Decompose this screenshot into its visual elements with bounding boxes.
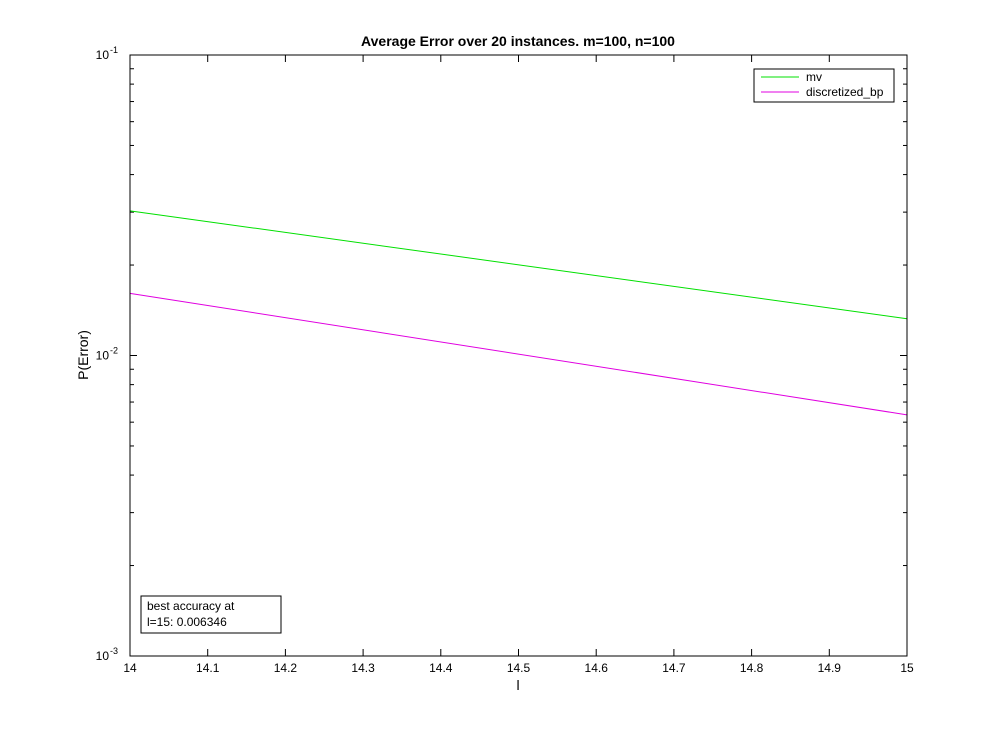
x-tick-label: 14.2 (274, 661, 298, 675)
legend: mv discretized_bp (753, 68, 895, 103)
y-axis-label: P(Error) (75, 330, 91, 380)
annotation-box: best accuracy at l=15: 0.006346 (140, 595, 282, 634)
legend-box (753, 68, 895, 103)
legend-label-mv: mv (806, 70, 822, 84)
x-axis-ticks: 14 14.1 14.2 14.3 14.4 14.5 14.6 14.7 14.8 14.9 15 (123, 55, 914, 675)
y-tick-label-exponent: -1 (110, 45, 118, 55)
x-tick-label: 14.3 (351, 661, 375, 675)
x-tick-label: 14.9 (818, 661, 842, 675)
y-tick-label-base: 10 (96, 48, 110, 62)
x-tick-label: 14.1 (196, 661, 220, 675)
x-tick-label: 15 (900, 661, 914, 675)
y-tick-label-base: 10 (96, 649, 110, 663)
series-line-discretized-bp (129, 292, 908, 416)
x-tick-label: 14.4 (429, 661, 453, 675)
x-tick-label: 14.5 (507, 661, 531, 675)
annotation-line-2: l=15: 0.006346 (147, 615, 227, 629)
y-tick-label-exponent: -3 (110, 646, 118, 656)
plot-lines (129, 210, 908, 416)
minor-ticks (130, 68, 907, 567)
annotation-line-1: best accuracy at (147, 599, 235, 613)
y-tick-label-base: 10 (96, 349, 110, 363)
x-tick-label: 14.6 (585, 661, 609, 675)
x-axis-label: l (516, 677, 519, 693)
chart-title: Average Error over 20 instances. m=100, … (361, 33, 675, 49)
x-tick-label: 14 (123, 661, 137, 675)
x-tick-label: 14.8 (740, 661, 764, 675)
legend-label-discretized-bp: discretized_bp (806, 85, 884, 99)
x-tick-label: 14.7 (662, 661, 686, 675)
y-tick-label-exponent: -2 (110, 346, 118, 356)
annotation-border (140, 595, 282, 634)
y-axis-ticks: 10-110-210-3 (96, 45, 907, 663)
series-line-mv (129, 210, 908, 320)
